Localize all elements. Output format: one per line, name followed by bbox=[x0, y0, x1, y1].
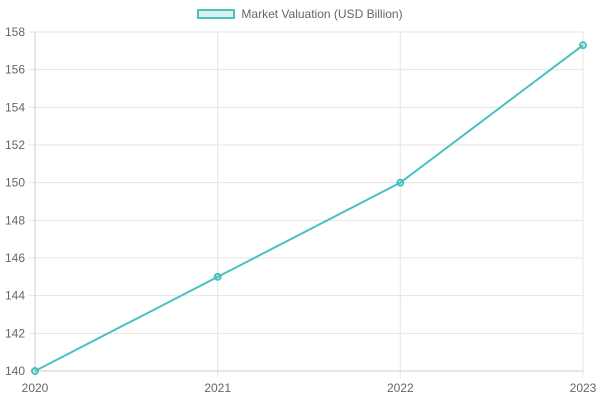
legend-label[interactable]: Market Valuation (USD Billion) bbox=[241, 7, 403, 21]
chart-legend: Market Valuation (USD Billion) bbox=[0, 7, 600, 21]
x-tick-label: 2022 bbox=[387, 381, 414, 395]
data-point[interactable] bbox=[396, 178, 405, 187]
y-tick-label: 144 bbox=[5, 289, 25, 303]
y-tick-label: 154 bbox=[5, 100, 25, 114]
legend-swatch-icon[interactable] bbox=[197, 9, 236, 19]
y-tick-label: 150 bbox=[5, 176, 25, 190]
x-tick-label: 2021 bbox=[204, 381, 231, 395]
y-tick-label: 142 bbox=[5, 326, 25, 340]
x-tick-label: 2020 bbox=[22, 381, 49, 395]
y-tick-label: 158 bbox=[5, 25, 25, 39]
data-point[interactable] bbox=[213, 272, 222, 281]
series-line bbox=[34, 44, 584, 372]
y-tick-label: 140 bbox=[5, 364, 25, 378]
data-point[interactable] bbox=[31, 367, 39, 375]
y-tick-label: 146 bbox=[5, 251, 25, 265]
y-tick-label: 156 bbox=[5, 63, 25, 77]
x-tick-label: 2023 bbox=[570, 381, 597, 395]
y-tick-label: 148 bbox=[5, 213, 25, 227]
data-point[interactable] bbox=[579, 41, 587, 50]
y-tick-label: 152 bbox=[5, 138, 25, 152]
